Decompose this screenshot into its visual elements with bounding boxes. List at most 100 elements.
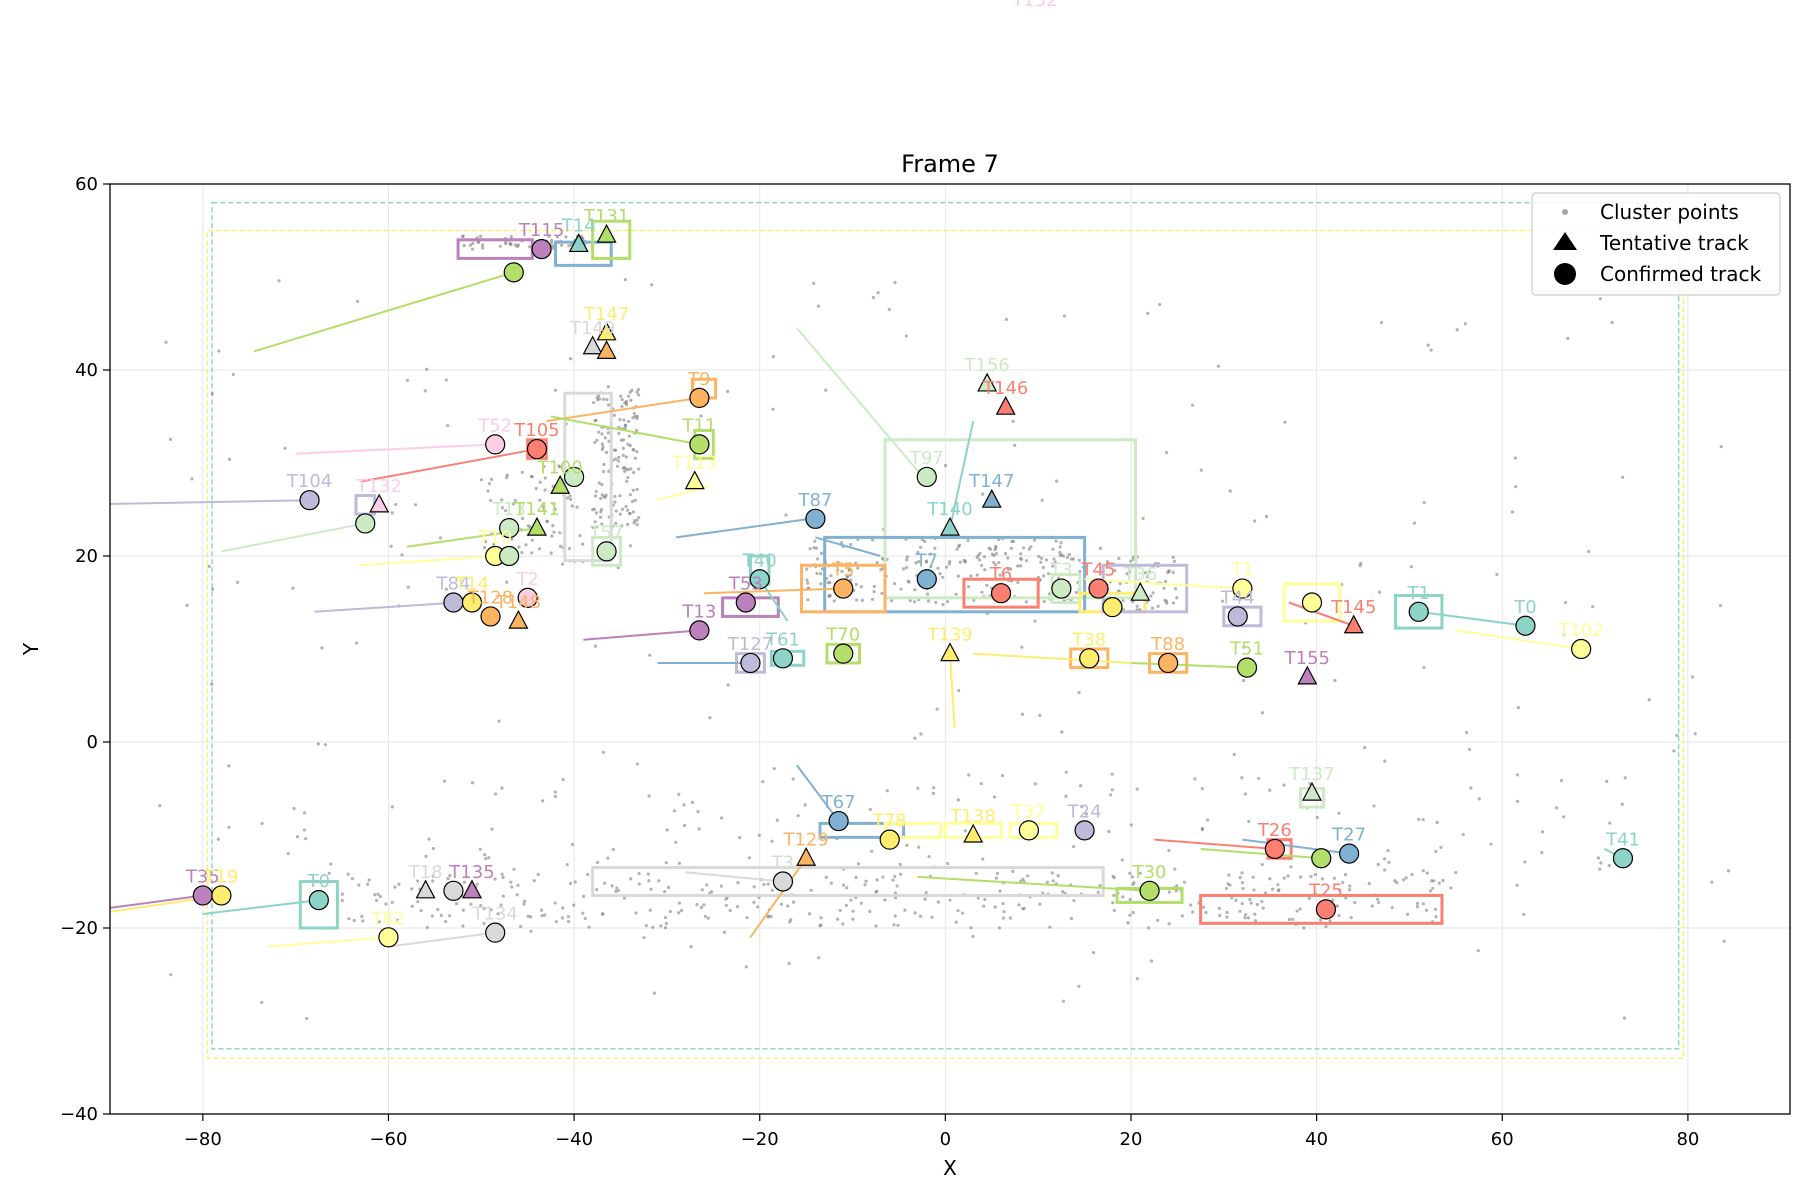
cluster-point [1121, 598, 1125, 603]
cluster-point [461, 234, 465, 238]
track-label: T19 [203, 866, 238, 887]
x-tick-label: 60 [1491, 1129, 1514, 1150]
cluster-point [634, 911, 638, 915]
cluster-point [1428, 889, 1433, 893]
cluster-point [1268, 788, 1272, 792]
cluster-point [689, 945, 693, 949]
cluster-point [492, 542, 496, 547]
cluster-point [1433, 907, 1438, 911]
cluster-point [378, 894, 382, 899]
cluster-point [637, 516, 641, 520]
cluster-point [540, 799, 545, 803]
cluster-point [1125, 572, 1129, 576]
cluster-point [600, 522, 604, 526]
cluster-point [808, 547, 812, 551]
cluster-point [1111, 901, 1115, 905]
cluster-point [819, 923, 823, 927]
cluster-point [606, 856, 610, 860]
track-label: T70 [825, 625, 860, 646]
track-label: T140 [926, 499, 972, 520]
cluster-point [679, 908, 684, 913]
cluster-point [1523, 860, 1527, 864]
cluster-point [564, 235, 568, 239]
cluster-point [1171, 555, 1175, 559]
cluster-point [883, 898, 887, 902]
cluster-point [1252, 888, 1256, 892]
cluster-point [329, 862, 333, 866]
cluster-point [1454, 870, 1458, 875]
cluster-point [628, 511, 632, 516]
cluster-point [891, 878, 895, 882]
cluster-point [623, 424, 627, 428]
cluster-point [444, 378, 448, 382]
cluster-point [597, 430, 601, 434]
cluster-point [806, 598, 810, 602]
cluster-point [905, 843, 909, 847]
cluster-point [892, 923, 896, 927]
y-axis-ticks: −40 −20 0 20 40 60 [60, 174, 110, 1125]
cluster-point [835, 917, 840, 921]
cluster-point [805, 567, 809, 571]
tentative-track-marker [568, 233, 589, 253]
cluster-point [610, 884, 614, 888]
cluster-point [863, 883, 867, 887]
cluster-point [631, 416, 635, 420]
cluster-point [934, 600, 938, 605]
cluster-point [1135, 604, 1139, 608]
cluster-point [896, 923, 900, 927]
cluster-point [993, 563, 997, 567]
cluster-point [522, 902, 526, 906]
cluster-point [1190, 403, 1195, 407]
cluster-point [690, 800, 695, 804]
cluster-point [803, 803, 807, 807]
track-box [1199, 893, 1444, 925]
cluster-point [528, 525, 532, 529]
cluster-point [992, 795, 997, 799]
legend-label-cluster-points: Cluster points [1600, 200, 1739, 224]
cluster-point [1165, 601, 1169, 605]
track-label: T7 [915, 550, 938, 571]
velocity-line [253, 271, 515, 353]
cluster-point [597, 481, 601, 485]
cluster-point [930, 915, 934, 919]
cluster-point [933, 546, 937, 550]
cluster-point [1064, 794, 1068, 798]
cluster-point [752, 885, 756, 889]
cluster-point [998, 573, 1002, 577]
cluster-point [1260, 862, 1264, 867]
confirmed-track-marker [499, 545, 520, 567]
cluster-point [1106, 560, 1110, 564]
cluster-point [791, 777, 795, 781]
cluster-point [868, 909, 872, 914]
cluster-point [573, 880, 577, 884]
cluster-point [616, 566, 620, 570]
cluster-point [703, 914, 707, 919]
cluster-point [772, 767, 776, 771]
velocity-line [917, 875, 1150, 892]
cluster-point [594, 525, 599, 529]
cluster-point [601, 445, 605, 449]
cluster-point [1026, 874, 1030, 878]
cluster-point [699, 414, 703, 418]
cluster-point [695, 902, 699, 907]
cluster-point [505, 475, 509, 480]
cluster-point [1167, 569, 1171, 573]
cluster-point [1118, 582, 1122, 586]
track-box [1282, 582, 1342, 623]
tentative-track-marker [582, 335, 603, 355]
track-box [823, 535, 1087, 614]
cluster-point [941, 603, 945, 607]
cluster-point [1623, 776, 1627, 780]
tentative-track-marker [977, 372, 998, 392]
cluster-point [489, 477, 494, 481]
cluster-point [667, 885, 671, 890]
cluster-point [1313, 872, 1318, 877]
cluster-point [705, 883, 709, 887]
cluster-point [663, 926, 668, 930]
cluster-point [1180, 914, 1184, 918]
cluster-point [481, 246, 485, 250]
cluster-point [1228, 883, 1232, 887]
cluster-point [1425, 871, 1429, 875]
cluster-point [876, 291, 880, 295]
cluster-point [1337, 888, 1342, 892]
